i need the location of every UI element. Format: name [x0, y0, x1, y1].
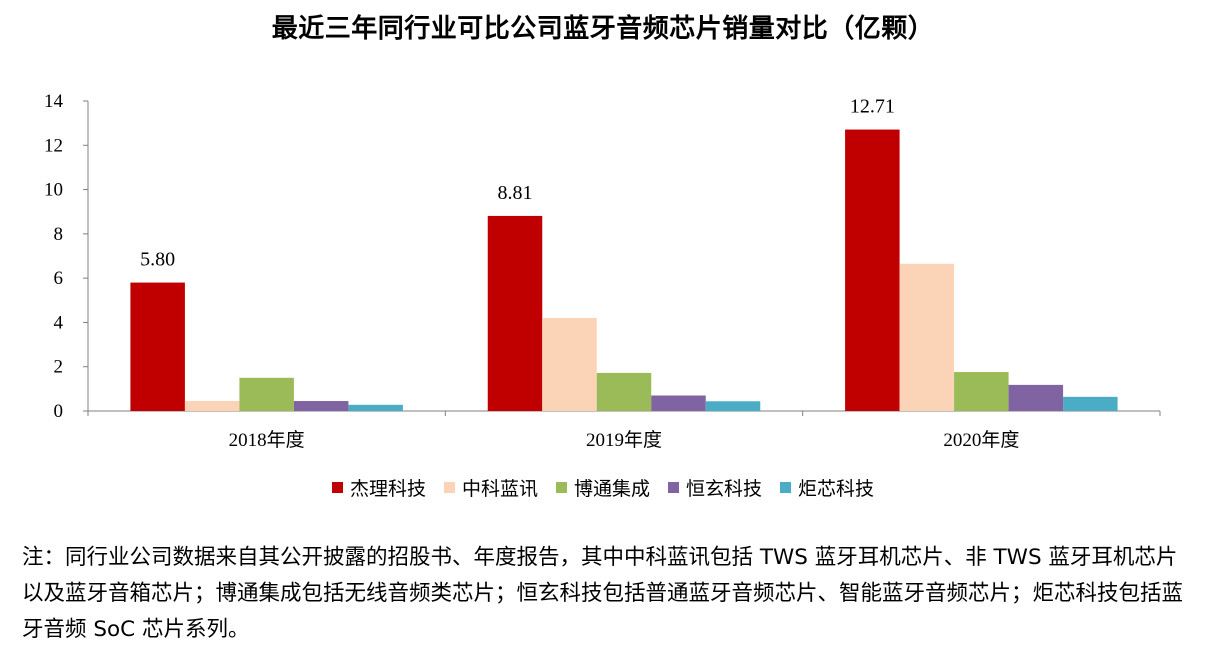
bar-恒玄科技-2020年度: [1008, 384, 1064, 411]
bar-杰理科技-2018年度: [130, 282, 185, 411]
legend-item: 杰理科技: [331, 474, 426, 501]
data-label: 12.71: [850, 96, 895, 118]
legend-swatch: [331, 482, 343, 493]
x-category-label: 2018年度: [229, 429, 305, 451]
legend-label: 博通集成: [573, 478, 650, 500]
y-tick-label: 12: [44, 135, 63, 156]
bar-博通集成-2020年度: [954, 372, 1009, 411]
bar-杰理科技-2019年度: [487, 215, 543, 411]
data-label: 8.81: [498, 182, 533, 204]
legend-swatch: [668, 482, 679, 493]
bar-炬芯科技-2019年度: [705, 401, 761, 411]
legend-item: 中科蓝讯: [443, 474, 538, 501]
legend-item: 炬芯科技: [780, 474, 874, 501]
y-tick-label: 10: [44, 180, 63, 201]
legend-swatch: [443, 482, 455, 493]
x-category-label: 2019年度: [586, 429, 662, 451]
chart-title: 最近三年同行业可比公司蓝牙音频芯片销量对比（亿颗）: [271, 14, 935, 44]
bar-博通集成-2019年度: [596, 372, 652, 411]
chart-note: 注：同行业公司数据来自其公开披露的招股书、年度报告，其中中科蓝讯包括 TWS 蓝…: [22, 545, 1184, 642]
bar-炬芯科技-2020年度: [1063, 396, 1118, 411]
legend-swatch: [780, 482, 792, 493]
bar-中科蓝讯-2018年度: [184, 401, 240, 411]
y-tick-label: 0: [54, 401, 64, 422]
bar-中科蓝讯-2019年度: [542, 318, 597, 411]
y-tick-label: 8: [54, 224, 64, 245]
bar-恒玄科技-2019年度: [651, 395, 706, 411]
bar-杰理科技-2020年度: [845, 129, 900, 412]
legend-label: 炬芯科技: [798, 478, 875, 500]
legend-item: 博通集成: [555, 474, 650, 501]
y-tick-label: 14: [44, 91, 64, 112]
legend-label: 恒玄科技: [686, 478, 763, 500]
y-tick-label: 4: [54, 312, 64, 333]
legend-label: 中科蓝讯: [461, 478, 538, 500]
legend-swatch: [555, 482, 567, 493]
x-category-label: 2020年度: [943, 429, 1019, 451]
bar-恒玄科技-2018年度: [293, 401, 349, 411]
bar-chart: 0 2 4 6 8 10 12 14 5.80 2018年度 8.81 2019年度 12.71 2020…: [44, 91, 1161, 451]
legend-item: 恒玄科技: [668, 474, 762, 501]
bar-炬芯科技-2018年度: [348, 404, 403, 411]
legend: 杰理科技 中科蓝讯 博通集成 恒玄科技 炬芯科技: [0, 474, 1206, 501]
data-label: 5.80: [140, 249, 175, 271]
bar-中科蓝讯-2020年度: [899, 263, 955, 411]
legend-label: 杰理科技: [349, 478, 426, 500]
bar-博通集成-2018年度: [239, 377, 294, 411]
y-tick-label: 2: [54, 357, 64, 378]
y-tick-label: 6: [54, 268, 64, 289]
